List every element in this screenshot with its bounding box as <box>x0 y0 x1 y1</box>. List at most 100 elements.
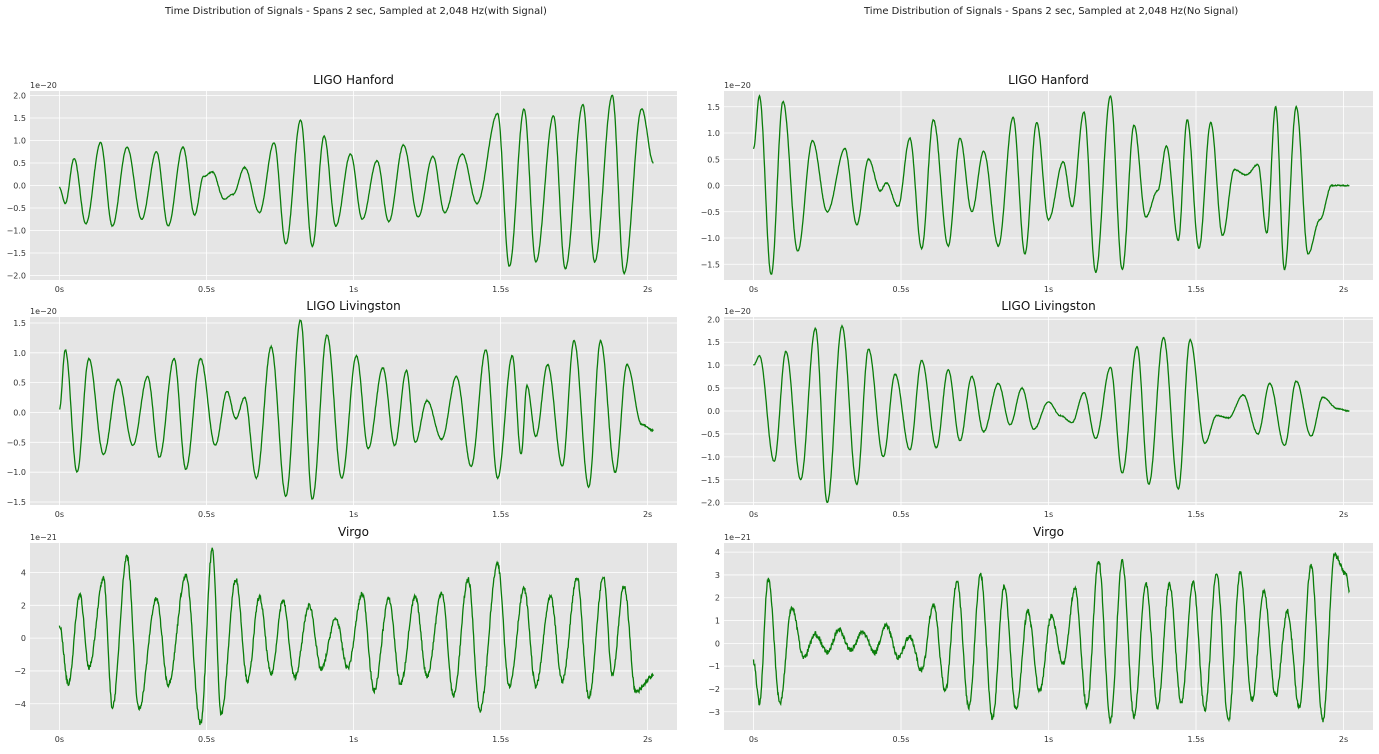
y-tick-label: −1.0 <box>701 453 720 462</box>
x-tick-label: 1s <box>349 285 358 294</box>
y-tick-label: −1.5 <box>7 498 26 507</box>
series-line <box>752 94 1350 275</box>
x-tick-label: 1s <box>349 510 358 519</box>
suptitle-with-signal: Time Distribution of Signals - Spans 2 s… <box>165 6 547 17</box>
x-tick-label: 2s <box>1339 285 1348 294</box>
x-tick-label: 0.5s <box>198 735 215 744</box>
x-tick-label: 0.5s <box>893 510 910 519</box>
offset-text: 1e−20 <box>30 81 57 90</box>
x-tick-label: 2s <box>1339 735 1348 744</box>
y-tick-label: 4 <box>21 569 26 578</box>
y-tick-label: 0.5 <box>13 379 26 388</box>
x-tick-label: 1.5s <box>492 735 509 744</box>
y-tick-label: −2 <box>14 667 26 676</box>
x-tick-label: 1s <box>349 735 358 744</box>
y-tick-label: −1.0 <box>7 227 26 236</box>
y-tick-label: 1.5 <box>707 338 720 347</box>
y-tick-label: −2.0 <box>7 272 26 281</box>
series-line <box>752 324 1350 504</box>
y-tick-label: 3 <box>715 571 720 580</box>
y-tick-label: −1.0 <box>7 468 26 477</box>
y-tick-label: 0 <box>21 634 26 643</box>
y-tick-label: −4 <box>14 700 26 709</box>
y-tick-label: 2.0 <box>13 92 26 101</box>
series-line <box>752 552 1350 725</box>
x-tick-label: 1.5s <box>492 285 509 294</box>
panel-4: −2.0 −1.5 −1.0 −0.5 0.0 0.5 1.0 1.5 2.0 0s 0.5s 1s 1… <box>701 299 1373 519</box>
panel-title: LIGO Hanford <box>1008 73 1089 87</box>
y-tick-label: −0.5 <box>7 438 26 447</box>
y-tick-label: 1.5 <box>13 319 26 328</box>
y-tick-label: 1 <box>715 617 720 626</box>
x-tick-label: 0.5s <box>198 285 215 294</box>
y-tick-label: −1.0 <box>701 234 720 243</box>
x-tick-label: 0.5s <box>893 285 910 294</box>
x-tick-label: 0s <box>55 510 64 519</box>
series-line <box>58 547 655 726</box>
series-line <box>58 94 654 276</box>
x-tick-label: 1.5s <box>1188 285 1205 294</box>
y-tick-label: −0.5 <box>7 204 26 213</box>
y-tick-label: −2 <box>708 685 720 694</box>
x-tick-label: 1.5s <box>492 510 509 519</box>
x-tick-label: 1s <box>1044 285 1053 294</box>
y-tick-label: −1.5 <box>701 476 720 485</box>
y-tick-label: 0.0 <box>13 182 26 191</box>
panel-title: LIGO Hanford <box>313 73 394 87</box>
y-tick-label: 0 <box>715 639 720 648</box>
x-tick-label: 0s <box>749 735 758 744</box>
y-tick-label: 2.0 <box>707 315 720 324</box>
y-tick-label: −0.5 <box>701 430 720 439</box>
panel-3: −1.5 −1.0 −0.5 0.0 0.5 1.0 1.5 0s 0.5s 1s 1.5s 2s LI… <box>701 73 1373 294</box>
y-tick-label: 2 <box>715 594 720 603</box>
x-tick-label: 0s <box>749 510 758 519</box>
y-tick-label: 0.5 <box>13 159 26 168</box>
y-tick-label: 1.0 <box>707 361 720 370</box>
series-line <box>59 319 654 500</box>
offset-text: 1e−21 <box>724 533 751 542</box>
y-tick-label: −3 <box>708 708 720 717</box>
panel-1: −1.5 −1.0 −0.5 0.0 0.5 1.0 1.5 0s 0.5s 1s 1.5s 2s LI… <box>7 299 677 519</box>
y-tick-label: 1.0 <box>13 349 26 358</box>
x-tick-label: 0.5s <box>198 510 215 519</box>
y-tick-label: 0.0 <box>707 407 720 416</box>
x-tick-label: 1s <box>1044 735 1053 744</box>
panel-5: −3 −2 −1 0 1 2 3 4 0s 0.5s 1s 1.5s 2s Virgo 1e−21 <box>708 525 1373 744</box>
y-tick-label: 1.5 <box>13 114 26 123</box>
panel-2: −4 −2 0 2 4 0s 0.5s 1s 1.5s 2s Virgo 1e−21 <box>14 525 677 744</box>
x-tick-label: 2s <box>643 510 652 519</box>
panel-title: LIGO Livingston <box>306 299 400 313</box>
x-tick-label: 1s <box>1044 510 1053 519</box>
y-tick-label: 0.5 <box>707 155 720 164</box>
panel-title: LIGO Livingston <box>1001 299 1095 313</box>
y-tick-label: 0.0 <box>707 182 720 191</box>
x-tick-label: 1.5s <box>1188 510 1205 519</box>
y-tick-label: 0.5 <box>707 384 720 393</box>
panel-title: Virgo <box>338 525 369 539</box>
y-tick-label: −2.0 <box>701 499 720 508</box>
y-tick-label: −1 <box>708 662 720 671</box>
y-tick-label: −1.5 <box>701 260 720 269</box>
offset-text: 1e−20 <box>724 307 751 316</box>
x-tick-label: 0s <box>749 285 758 294</box>
x-tick-label: 2s <box>643 735 652 744</box>
offset-text: 1e−20 <box>724 81 751 90</box>
y-tick-label: 1.0 <box>707 129 720 138</box>
x-tick-label: 0s <box>55 735 64 744</box>
x-tick-label: 0s <box>55 285 64 294</box>
y-tick-label: −0.5 <box>701 208 720 217</box>
x-tick-label: 1.5s <box>1188 735 1205 744</box>
suptitle-no-signal: Time Distribution of Signals - Spans 2 s… <box>864 6 1239 17</box>
offset-text: 1e−20 <box>30 307 57 316</box>
y-tick-label: 1.5 <box>707 103 720 112</box>
y-tick-label: 2 <box>21 601 26 610</box>
x-tick-label: 2s <box>1339 510 1348 519</box>
y-tick-label: 4 <box>715 548 720 557</box>
panel-title: Virgo <box>1033 525 1064 539</box>
x-tick-label: 0.5s <box>893 735 910 744</box>
y-tick-label: −1.5 <box>7 249 26 258</box>
offset-text: 1e−21 <box>30 533 57 542</box>
y-tick-label: 0.0 <box>13 408 26 417</box>
panel-0: −2.0 −1.5 −1.0 −0.5 0.0 0.5 1.0 1.5 2.0 0s 0.5s 1s 1… <box>7 73 677 294</box>
